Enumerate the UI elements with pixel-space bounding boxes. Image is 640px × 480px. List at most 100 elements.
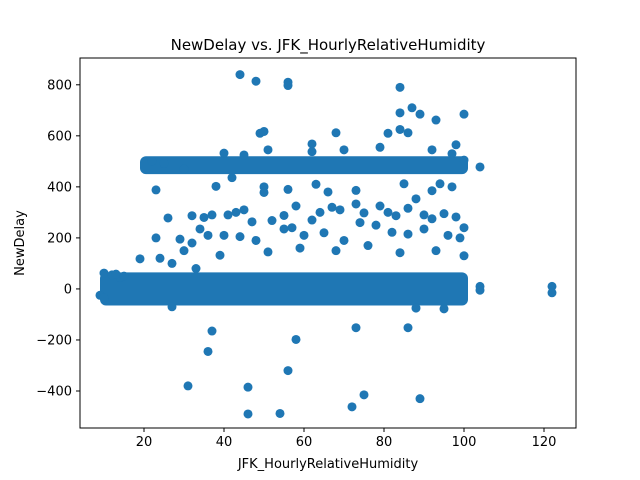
data-point — [119, 271, 129, 281]
x-tick-label: 100 — [452, 435, 477, 450]
data-point — [291, 334, 301, 344]
data-point — [547, 281, 557, 291]
data-point — [427, 186, 437, 196]
data-point — [395, 124, 405, 134]
data-point — [415, 109, 425, 119]
x-tick-label: 20 — [136, 435, 153, 450]
data-point — [327, 202, 337, 212]
data-point — [259, 187, 269, 197]
data-point — [219, 148, 229, 158]
data-point — [307, 215, 317, 225]
x-tick-label: 60 — [296, 435, 313, 450]
data-point — [183, 381, 193, 391]
data-point — [159, 158, 169, 168]
data-point — [167, 302, 177, 312]
y-tick-label: 400 — [47, 180, 72, 195]
data-point — [359, 208, 369, 218]
data-point — [359, 390, 369, 400]
data-point — [259, 126, 269, 136]
data-point — [299, 230, 309, 240]
data-point — [547, 288, 557, 298]
data-point — [235, 70, 245, 80]
data-point — [415, 394, 425, 404]
y-axis-label: NewDelay — [13, 210, 28, 276]
data-point — [375, 201, 385, 211]
upper-band — [140, 156, 468, 175]
data-point — [187, 211, 197, 221]
data-point — [267, 216, 277, 226]
data-point — [319, 228, 329, 238]
y-tick-label: 0 — [64, 282, 72, 297]
data-point — [295, 243, 305, 253]
data-point — [111, 269, 121, 279]
data-point — [383, 207, 393, 217]
data-point — [147, 156, 157, 166]
data-point — [443, 230, 453, 240]
data-point — [99, 293, 109, 303]
data-point — [207, 326, 217, 336]
y-tick-label: 200 — [47, 231, 72, 246]
data-point — [307, 147, 317, 157]
data-point — [403, 229, 413, 239]
data-point — [227, 173, 237, 183]
data-point — [243, 382, 253, 392]
x-axis-label: JFK_HourlyRelativeHumidity — [237, 457, 419, 472]
data-point — [455, 233, 465, 243]
data-point — [375, 142, 385, 152]
data-point — [351, 185, 361, 195]
data-point — [407, 103, 417, 113]
data-point — [311, 179, 321, 189]
data-point — [279, 210, 289, 220]
y-tick-label: 800 — [47, 78, 72, 93]
data-point — [411, 303, 421, 313]
data-point — [175, 234, 185, 244]
data-point — [427, 214, 437, 224]
data-point — [395, 108, 405, 118]
data-point — [251, 76, 261, 86]
y-axis: −400 −200 0 200 400 600 800 — [36, 78, 80, 400]
data-point — [403, 323, 413, 333]
data-point — [347, 402, 357, 412]
data-point — [235, 232, 245, 242]
data-point — [191, 264, 201, 274]
data-point — [187, 238, 197, 248]
data-point — [391, 211, 401, 221]
data-point — [395, 82, 405, 92]
data-point — [459, 109, 469, 119]
data-point — [439, 209, 449, 219]
data-point — [387, 227, 397, 237]
data-point — [99, 268, 109, 278]
data-point — [243, 409, 253, 419]
data-point — [411, 194, 421, 204]
data-point — [135, 254, 145, 264]
x-axis: 20 40 60 80 100 120 — [136, 428, 556, 450]
data-point — [323, 187, 333, 197]
data-point — [475, 285, 485, 295]
data-point — [263, 247, 273, 257]
data-point — [435, 179, 445, 189]
data-point — [419, 224, 429, 234]
data-point — [167, 258, 177, 268]
data-point — [431, 246, 441, 256]
data-point — [351, 323, 361, 333]
data-point — [459, 223, 469, 233]
data-point — [451, 212, 461, 222]
data-point — [315, 207, 325, 217]
data-point — [179, 246, 189, 256]
data-point — [275, 408, 285, 418]
data-point — [207, 210, 217, 220]
data-point — [283, 81, 293, 91]
y-tick-label: −200 — [36, 333, 72, 348]
data-point — [283, 366, 293, 376]
data-point — [459, 251, 469, 261]
data-point — [239, 205, 249, 215]
y-tick-label: −400 — [36, 385, 72, 400]
data-point — [279, 224, 289, 234]
data-point — [199, 212, 209, 222]
x-tick-label: 40 — [216, 435, 233, 450]
data-point — [151, 233, 161, 243]
data-point — [355, 218, 365, 228]
data-point — [307, 139, 317, 149]
axes-frame — [79, 57, 577, 429]
